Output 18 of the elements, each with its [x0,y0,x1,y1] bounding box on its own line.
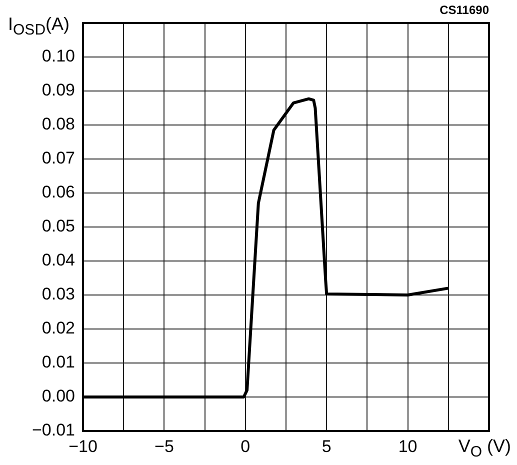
y-tick-label: 0.01 [42,352,75,372]
y-tick-label: 0.05 [42,216,75,236]
x-tick-label: 0 [240,436,250,456]
x-tick-label: −5 [154,436,174,456]
y-tick-label: 0.06 [42,182,75,202]
y-tick-label: 0.03 [42,284,75,304]
y-tick-label: 0.02 [42,318,75,338]
x-axis-title: V$_{O}$ (V) [458,436,511,461]
y-tick-label: 0.04 [42,250,75,270]
y-tick-label: 0.00 [42,386,75,406]
y-tick-label: 0.08 [42,114,75,134]
y-axis-title: I$_{OSD}$(A) [8,14,70,39]
y-tick-label: 0.07 [42,148,75,168]
text: CS11690 [440,3,489,17]
x-tick-label: 10 [398,436,418,456]
y-tick-label: 0.09 [42,80,75,100]
x-tick-label: 5 [322,436,332,456]
y-tick-label: 0.10 [42,46,75,66]
